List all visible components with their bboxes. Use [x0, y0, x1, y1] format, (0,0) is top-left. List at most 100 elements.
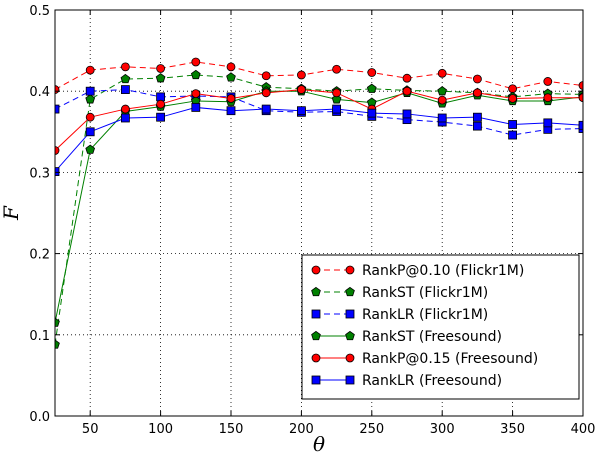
x-axis-title: θ	[313, 432, 325, 456]
legend-label: RankST (Freesound)	[362, 329, 502, 345]
y-axis-title: F	[0, 205, 23, 221]
data-point	[472, 74, 482, 84]
y-tick-label: 0.4	[29, 85, 50, 100]
data-point	[402, 73, 412, 83]
legend-marker	[311, 330, 321, 341]
legend-marker	[345, 330, 355, 341]
legend-marker	[345, 375, 355, 385]
y-tick-label: 0.2	[29, 248, 50, 263]
data-point	[55, 339, 60, 349]
data-point	[121, 85, 130, 94]
data-point	[55, 317, 60, 327]
series-line	[55, 89, 583, 136]
data-point	[85, 127, 95, 137]
legend-marker	[311, 353, 321, 363]
x-tick-label: 150	[219, 422, 244, 437]
x-tick-label: 200	[289, 422, 314, 437]
legend-item: RankST (Freesound)	[311, 329, 502, 345]
data-point	[296, 85, 306, 94]
x-tick-label: 250	[359, 422, 384, 437]
data-point	[437, 113, 447, 123]
legend-label: RankP@0.10 (Flickr1M)	[362, 263, 524, 279]
data-point	[472, 121, 482, 131]
data-point	[543, 77, 553, 86]
legend-item: RankST (Flickr1M)	[311, 285, 488, 301]
data-point	[296, 106, 306, 116]
data-point	[85, 112, 95, 122]
series-line	[55, 61, 583, 91]
data-point	[472, 88, 482, 98]
y-tick-label: 0.3	[29, 166, 50, 181]
legend-label: RankP@0.15 (Freesound)	[362, 351, 538, 367]
legend-label: RankLR (Freesound)	[362, 373, 502, 389]
data-point	[402, 109, 412, 119]
series-6	[55, 103, 583, 176]
axis-ticks: 50 100 150 200 250 300 350 400 0.0 0.1 0.2 0.3 0.4 0.…	[29, 4, 595, 437]
data-point	[85, 86, 95, 96]
series-layer	[55, 57, 583, 349]
data-point	[85, 144, 96, 154]
legend: RankP@0.10 (Flickr1M) RankST (Flickr1M) Ra…	[301, 254, 580, 400]
series-line	[55, 90, 583, 323]
legend-marker	[345, 309, 355, 319]
data-point	[85, 94, 96, 104]
data-point	[226, 72, 236, 82]
data-point	[261, 71, 271, 81]
data-point	[226, 106, 236, 116]
data-point	[156, 64, 166, 73]
legend-marker	[311, 265, 321, 275]
series-1	[55, 57, 583, 94]
y-tick-label: 0.1	[29, 329, 50, 344]
data-point	[437, 95, 447, 105]
data-point	[226, 94, 236, 103]
x-tick-label: 400	[571, 422, 595, 437]
data-point	[578, 93, 583, 103]
data-point	[366, 83, 377, 93]
legend-item: RankLR (Freesound)	[311, 373, 502, 389]
data-point	[472, 112, 482, 122]
data-point	[296, 70, 306, 80]
data-point	[261, 88, 271, 98]
data-point	[191, 57, 201, 67]
data-point	[190, 69, 201, 80]
data-point	[156, 99, 166, 109]
data-point	[331, 94, 342, 104]
series-line	[55, 89, 583, 151]
data-point	[332, 104, 342, 114]
data-point	[508, 120, 518, 129]
series-line	[55, 106, 583, 172]
legend-marker	[345, 286, 355, 297]
series-3	[55, 85, 583, 140]
data-point	[121, 62, 130, 72]
legend-item: RankP@0.15 (Freesound)	[311, 351, 538, 367]
data-point	[332, 64, 342, 74]
data-point	[367, 108, 377, 118]
x-tick-label: 100	[148, 422, 173, 437]
data-point	[543, 93, 553, 103]
legend-marker	[311, 286, 321, 297]
legend-marker	[345, 265, 355, 275]
data-point	[156, 112, 166, 122]
data-point	[402, 86, 412, 96]
data-point	[578, 120, 583, 130]
legend-item: RankP@0.10 (Flickr1M)	[311, 263, 524, 279]
series-line	[55, 74, 583, 345]
data-point	[437, 68, 447, 78]
data-point	[508, 94, 517, 103]
data-point	[121, 113, 130, 123]
data-point	[437, 86, 448, 96]
data-point	[156, 92, 166, 102]
y-tick-label: 0.5	[29, 4, 50, 19]
data-point	[332, 88, 342, 98]
legend-label: RankLR (Flickr1M)	[362, 307, 488, 323]
data-point	[55, 146, 60, 155]
data-point	[191, 103, 201, 112]
data-point	[85, 65, 95, 75]
legend-marker	[311, 309, 321, 319]
data-point	[508, 84, 517, 94]
data-point	[120, 73, 131, 84]
plot-frame	[54, 9, 584, 417]
data-point	[367, 68, 377, 77]
legend-marker	[311, 375, 321, 385]
